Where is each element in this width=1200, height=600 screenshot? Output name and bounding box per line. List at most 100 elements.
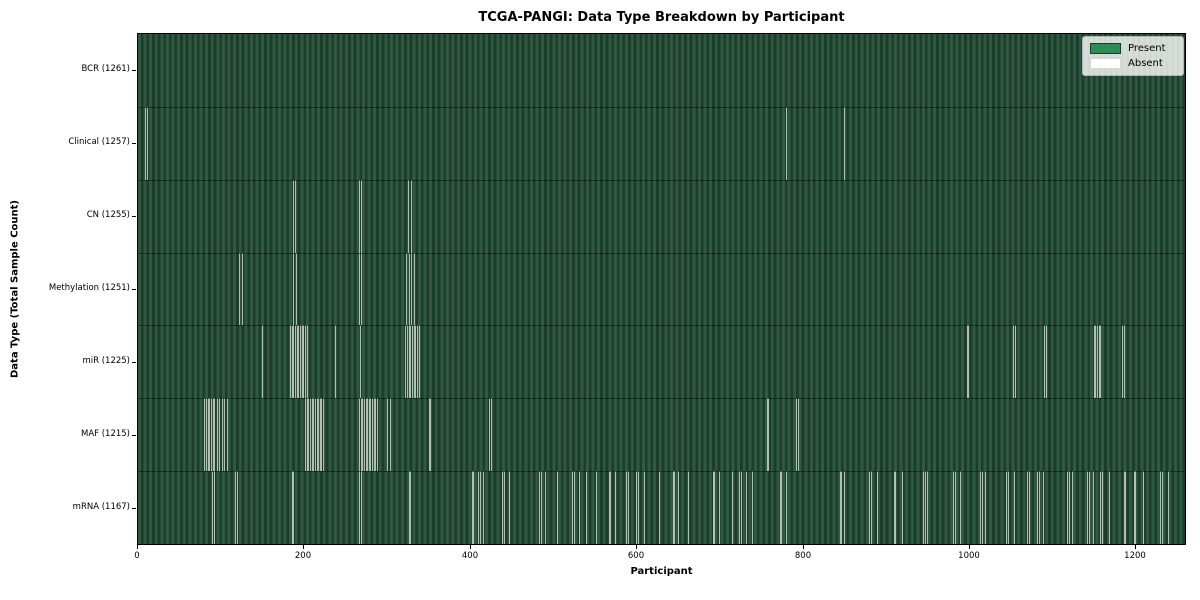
y-tick-label-mir: miR (1225): [82, 356, 130, 366]
absent-line: [306, 398, 308, 472]
absent-line: [1088, 471, 1090, 544]
absent-line: [358, 398, 360, 472]
row-separator: [138, 252, 1185, 254]
absent-line: [241, 252, 243, 326]
absent-line: [1123, 325, 1125, 399]
absent-line: [408, 325, 410, 399]
absent-line: [544, 471, 546, 544]
absent-line: [319, 398, 321, 472]
absent-line: [311, 398, 313, 472]
y-tick-mark: [132, 362, 136, 363]
absent-line: [408, 252, 410, 326]
absent-line: [224, 398, 226, 472]
absent-line: [1045, 325, 1047, 399]
absent-line: [1028, 471, 1030, 544]
x-tick-label-0: 0: [134, 551, 140, 561]
x-tick-label-800: 800: [794, 551, 812, 561]
absent-line: [739, 471, 741, 544]
x-tick-mark: [303, 545, 304, 549]
absent-line: [1125, 471, 1127, 544]
absent-line: [719, 471, 721, 544]
absent-line: [596, 471, 598, 544]
y-tick-mark: [132, 508, 136, 509]
absent-line: [428, 398, 430, 472]
absent-line: [362, 398, 364, 472]
absent-line: [1043, 471, 1045, 544]
absent-line: [504, 471, 506, 544]
absent-line: [206, 398, 208, 472]
absent-line: [370, 398, 372, 472]
y-tick-mark: [132, 143, 136, 144]
absent-line: [798, 398, 800, 472]
absent-line: [226, 398, 228, 472]
legend-absent-label: Absent: [1128, 58, 1163, 69]
absent-line: [482, 471, 484, 544]
absent-line: [752, 471, 754, 544]
absent-line: [291, 471, 293, 544]
absent-line: [358, 252, 360, 326]
absent-line: [1014, 325, 1016, 399]
absent-line: [658, 471, 660, 544]
absent-line: [360, 398, 362, 472]
absent-line: [368, 398, 370, 472]
x-tick-mark: [969, 545, 970, 549]
absent-line: [291, 325, 293, 399]
absent-line: [413, 325, 415, 399]
x-tick-mark: [636, 545, 637, 549]
absent-line: [674, 471, 676, 544]
absent-line: [1013, 471, 1015, 544]
absent-line: [372, 398, 374, 472]
absent-line: [1006, 471, 1008, 544]
x-tick-label-200: 200: [294, 551, 312, 561]
absent-line: [1038, 471, 1040, 544]
absent-line: [502, 471, 504, 544]
absent-line: [893, 471, 895, 544]
absent-line: [410, 325, 412, 399]
absent-line: [1096, 325, 1098, 399]
absent-line: [144, 106, 146, 180]
absent-line: [211, 471, 213, 544]
absent-line: [1101, 471, 1103, 544]
absent-line: [1100, 325, 1102, 399]
absent-line: [926, 471, 928, 544]
absent-line: [480, 471, 482, 544]
absent-line: [687, 471, 689, 544]
present-swatch-icon: [1090, 43, 1121, 54]
absent-line: [714, 471, 716, 544]
absent-line: [1037, 471, 1039, 544]
row-separator: [138, 179, 1185, 181]
y-tick-label-bcr: BCR (1261): [81, 64, 131, 74]
absent-line: [768, 398, 770, 472]
absent-line: [304, 325, 306, 399]
absent-line: [323, 398, 325, 472]
absent-line: [411, 179, 413, 253]
absent-line: [626, 471, 628, 544]
absent-line: [586, 471, 588, 544]
absent-line: [296, 325, 298, 399]
absent-line: [239, 252, 241, 326]
x-tick-mark: [470, 545, 471, 549]
y-tick-label-methylation: Methylation (1251): [48, 283, 130, 293]
absent-line: [406, 252, 408, 326]
x-tick-label-600: 600: [627, 551, 645, 561]
plot-area: [137, 33, 1186, 545]
absent-line: [610, 471, 612, 544]
absent-line: [478, 471, 480, 544]
y-tick-mark: [132, 216, 136, 217]
legend-entry-present: Present: [1090, 41, 1176, 56]
absent-line: [1161, 471, 1163, 544]
absent-line: [294, 179, 296, 253]
absent-line: [489, 398, 491, 472]
absent-line: [289, 325, 291, 399]
absent-line: [235, 471, 237, 544]
x-axis-label: Participant: [630, 566, 693, 577]
x-tick-mark: [137, 545, 138, 549]
absent-line: [1068, 471, 1070, 544]
absent-line: [294, 325, 296, 399]
row-band-methylation: [138, 252, 1185, 326]
absent-line: [293, 471, 295, 544]
absent-line: [841, 471, 843, 544]
absent-line: [407, 179, 409, 253]
absent-line: [304, 398, 306, 472]
